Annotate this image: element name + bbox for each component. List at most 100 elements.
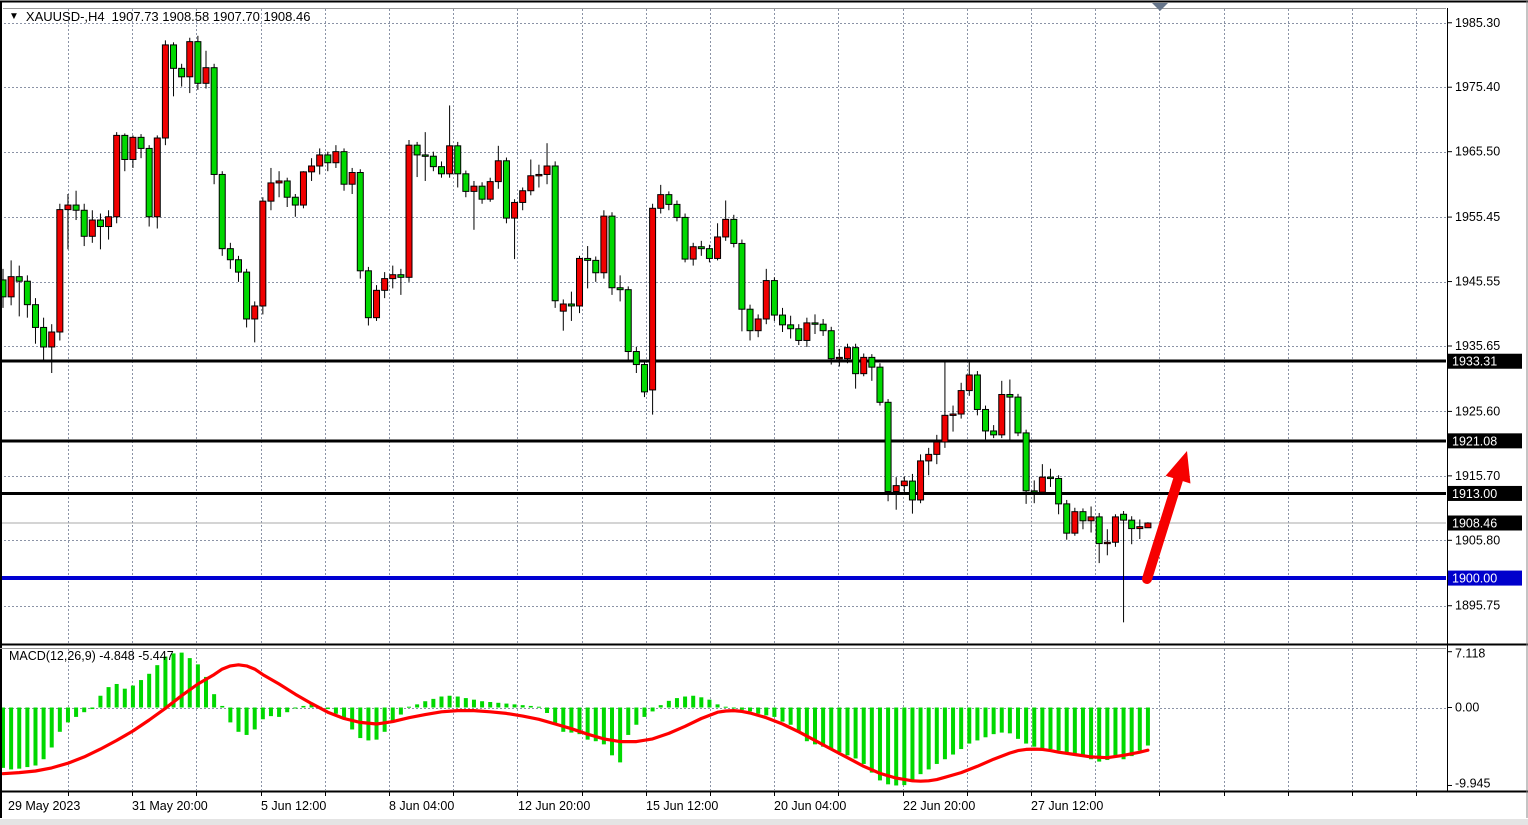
macd-axis[interactable]: 7.118 0.00 -9.945 [1447, 647, 1490, 791]
candlestick [129, 136, 137, 160]
candlestick [218, 173, 226, 250]
candlestick [1079, 511, 1087, 522]
price-tick-label: 1975.40 [1455, 80, 1500, 94]
candlestick [843, 347, 851, 360]
candlestick [592, 259, 600, 274]
candlestick [811, 322, 819, 325]
candlestick [373, 289, 381, 319]
candlestick [421, 154, 429, 157]
candlestick [965, 374, 973, 392]
time-axis[interactable]: 29 May 2023 31 May 20:00 5 Jun 12:00 8 Jun … [8, 792, 1417, 813]
candlestick [1071, 511, 1079, 534]
price-tags: 1933.31 1921.08 1913.00 1908.46 1900.00 [1448, 353, 1522, 586]
candlestick [551, 165, 559, 302]
candlestick [868, 356, 876, 368]
symbol-dropdown-icon[interactable]: ▼ [9, 10, 19, 22]
up-arrow-annotation[interactable] [1142, 451, 1191, 584]
candlestick [1136, 526, 1144, 530]
time-tick-label: 27 Jun 12:00 [1031, 799, 1103, 813]
candlestick [933, 441, 941, 455]
candlestick [673, 203, 681, 218]
candlestick [267, 182, 275, 202]
candlestick [1087, 516, 1095, 522]
time-tick-label: 12 Jun 20:00 [518, 799, 590, 813]
candlestick [722, 218, 730, 238]
candlestick [584, 257, 592, 261]
candlestick [348, 172, 356, 185]
candlestick [234, 259, 242, 273]
candlestick [316, 154, 324, 167]
candlestick [860, 356, 868, 375]
candlestick [454, 145, 462, 175]
macd-zero-label: 0.00 [1455, 701, 1479, 715]
candlestick [681, 216, 689, 260]
candlestick [949, 413, 957, 416]
candlestick [291, 196, 299, 206]
candlestick [1006, 393, 1014, 398]
candlestick [243, 271, 251, 320]
candlestick [446, 145, 454, 175]
candlestick [299, 171, 307, 206]
candlestick [925, 453, 933, 462]
price-level-lines[interactable] [0, 359, 1446, 581]
price-tag-label: 1900.00 [1452, 572, 1497, 586]
time-tick-label: 29 May 2023 [8, 799, 80, 813]
candlesticks [0, 35, 1152, 623]
time-tick-label: 15 Jun 12:00 [646, 799, 718, 813]
candlestick [31, 304, 39, 328]
candlestick [827, 330, 835, 360]
candlestick [990, 430, 998, 436]
candlestick [852, 347, 860, 375]
candlestick [462, 173, 470, 192]
candlestick [730, 218, 738, 244]
candlestick [559, 303, 567, 312]
price-tick-label: 1965.50 [1455, 145, 1500, 159]
candlestick [210, 67, 218, 175]
macd-indicator-label: MACD(12,26,9) -4.848 -5.447 [9, 649, 174, 663]
candlestick [470, 185, 478, 192]
candlestick [429, 155, 437, 168]
candlestick [437, 166, 445, 175]
price-tick-label: 1915.70 [1455, 469, 1500, 483]
candlestick [576, 257, 584, 307]
chart-shift-marker-icon[interactable] [1152, 3, 1168, 11]
price-tag-label: 1921.08 [1452, 434, 1497, 448]
candlestick [1103, 541, 1111, 545]
candlestick [170, 44, 178, 69]
candlestick [1022, 432, 1030, 492]
candlestick [413, 144, 421, 156]
candlestick [527, 175, 535, 192]
candlestick [145, 147, 153, 218]
candlestick [787, 324, 795, 330]
macd-signal-line [1, 663, 1150, 783]
candlestick [275, 180, 283, 184]
candlestick [1014, 396, 1022, 434]
time-tick-label: 31 May 20:00 [132, 799, 208, 813]
candlestick [251, 305, 259, 320]
candlestick [689, 246, 697, 260]
candlestick [397, 274, 405, 278]
candlestick [1128, 519, 1136, 530]
candlestick [803, 322, 811, 341]
candlestick [779, 314, 787, 326]
price-tag-label: 1933.31 [1452, 355, 1497, 369]
candlestick [665, 194, 673, 205]
candlestick [519, 190, 527, 203]
candlestick [0, 279, 7, 298]
symbol-period-label: XAUUSD-,H4 [25, 9, 105, 24]
candlestick [64, 204, 72, 211]
candlestick [332, 151, 340, 164]
candlestick [1095, 516, 1103, 545]
candlestick [1144, 522, 1152, 529]
candlestick [600, 215, 608, 274]
macd-min-label: -9.945 [1455, 776, 1490, 790]
candlestick [917, 460, 925, 501]
candlestick [121, 134, 129, 160]
candlestick [389, 274, 397, 280]
price-tick-label: 1925.60 [1455, 404, 1500, 418]
price-axis[interactable]: 1985.30 1975.40 1965.50 1955.45 1945.55 1935.… [1447, 16, 1500, 613]
candlestick [1030, 490, 1038, 493]
